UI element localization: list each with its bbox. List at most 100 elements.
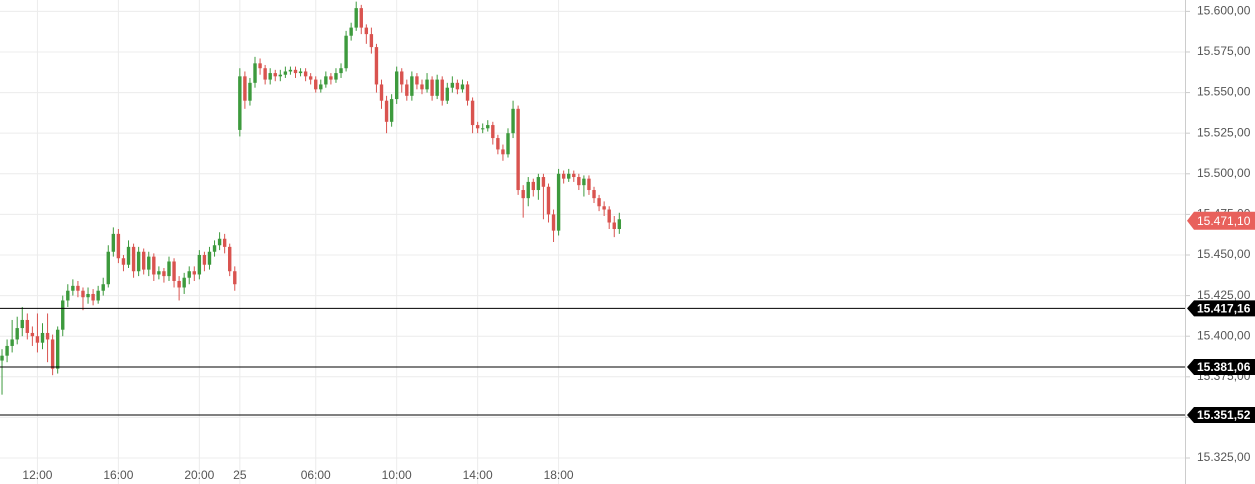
candle-body — [531, 181, 536, 191]
candle-body — [167, 261, 171, 277]
x-tick-label: 12:00 — [22, 468, 52, 482]
y-tick-label: 15.450,00 — [1197, 247, 1251, 261]
x-tick-label: 18:00 — [544, 468, 574, 482]
candle-body — [410, 76, 414, 96]
candle-body — [420, 84, 424, 90]
candle-body — [30, 332, 35, 337]
candle-body — [369, 34, 374, 48]
candle-body — [324, 76, 328, 85]
candle-body — [359, 8, 363, 28]
candle-body — [435, 79, 439, 96]
candle-body — [81, 290, 85, 298]
candle-body — [582, 178, 586, 186]
candle-body — [521, 190, 525, 199]
candle-body — [450, 82, 455, 88]
candle-body — [329, 76, 333, 80]
candle-body — [106, 251, 110, 285]
candle-body — [445, 87, 449, 101]
y-tick-label: 15.425,00 — [1197, 288, 1251, 302]
candle-body — [147, 256, 151, 270]
candle-body — [222, 238, 227, 247]
level-label: 15.351,52 — [1197, 408, 1251, 422]
candle-body — [0, 355, 4, 361]
candle-body — [470, 100, 475, 126]
last-price-label: 15.471,10 — [1197, 214, 1251, 228]
candle-body — [20, 319, 24, 329]
candle-body — [298, 71, 303, 74]
candle-body — [116, 233, 121, 259]
candle-body — [40, 332, 45, 343]
candle-body — [374, 47, 379, 85]
candle-body — [25, 319, 30, 333]
candle-body — [612, 222, 616, 230]
y-tick-label: 15.575,00 — [1197, 44, 1251, 58]
candle-body — [389, 99, 394, 122]
level-tag — [1187, 358, 1255, 375]
level-label: 15.381,06 — [1197, 360, 1251, 374]
candle-body — [263, 68, 267, 80]
candle-body — [349, 27, 353, 36]
candle-body — [364, 27, 369, 35]
candle-body — [10, 339, 14, 346]
candle-body — [212, 245, 217, 252]
y-tick-label: 15.500,00 — [1197, 166, 1251, 180]
candle-body — [465, 84, 470, 101]
candle-body — [526, 181, 530, 199]
candle-body — [572, 173, 576, 178]
candles — [0, 1, 1185, 416]
y-tick-label: 15.550,00 — [1197, 85, 1251, 99]
candle-body — [268, 73, 272, 80]
candle-body — [415, 76, 419, 85]
level-tag — [1187, 406, 1255, 423]
candle-body — [379, 84, 384, 101]
candle-body — [61, 300, 65, 330]
candle-body — [238, 76, 242, 130]
candle-body — [334, 73, 338, 80]
candle-body — [202, 254, 207, 265]
level-label: 15.417,16 — [1197, 302, 1251, 316]
candle-body — [50, 339, 55, 369]
x-tick-label: 25 — [233, 468, 247, 482]
y-tick-label: 15.525,00 — [1197, 125, 1251, 139]
candle-body — [273, 73, 277, 77]
candle-body — [131, 246, 136, 272]
candle-body — [303, 71, 308, 77]
candle-body — [339, 68, 343, 74]
candle-body — [101, 284, 105, 291]
candle-body — [278, 74, 283, 77]
candle-body — [607, 209, 611, 223]
candle-body — [314, 79, 318, 90]
candle-body — [71, 285, 75, 291]
candle-body — [217, 238, 222, 246]
x-tick-label: 06:00 — [301, 468, 331, 482]
x-tick-label: 10:00 — [382, 468, 412, 482]
candle-body — [561, 173, 566, 179]
candle-body — [248, 82, 252, 101]
candle-body — [536, 177, 541, 191]
candle-body — [141, 251, 146, 270]
candle-body — [556, 173, 561, 231]
candle-body — [455, 82, 460, 90]
candle-body — [136, 251, 141, 272]
last-price-tag — [1187, 211, 1255, 230]
candle-body — [76, 285, 80, 291]
candle-body — [182, 277, 186, 288]
candle-body — [511, 108, 515, 134]
candle-body — [15, 328, 19, 340]
candle-body — [501, 149, 505, 155]
candle-body — [121, 258, 126, 265]
y-tick-label: 15.400,00 — [1197, 328, 1251, 342]
candle-body — [567, 173, 571, 179]
candle-body — [475, 125, 480, 129]
candle-body — [258, 63, 262, 69]
candle-body — [384, 100, 389, 122]
candle-body — [228, 246, 232, 272]
candle-body — [243, 76, 247, 101]
candle-body — [394, 71, 399, 100]
candle-body — [293, 69, 298, 74]
candle-body — [602, 206, 606, 210]
candle-body — [308, 76, 313, 80]
candle-body — [592, 190, 596, 199]
axes: 15.325,0015.350,0015.375,0015.400,0015.4… — [22, 0, 1255, 484]
